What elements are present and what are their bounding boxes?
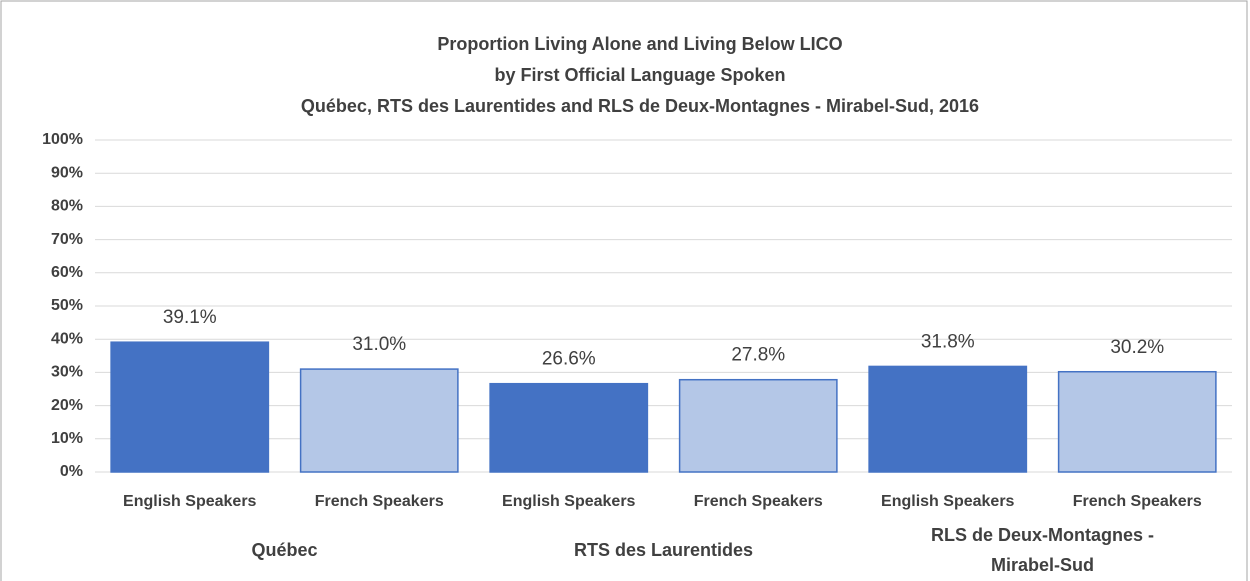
chart-title: by First Official Language Spoken [494, 65, 785, 85]
data-label: 26.6% [542, 349, 596, 370]
x-tick-label: English Speakers [502, 493, 635, 510]
y-tick-label: 20% [51, 397, 83, 414]
group-label: RLS de Deux-Montagnes - Mirabel-Sud [930, 525, 1154, 575]
y-tick-label: 10% [51, 430, 83, 447]
bar [1057, 370, 1217, 473]
y-tick-label: 40% [51, 330, 83, 347]
y-tick-label: 90% [51, 164, 83, 181]
chart-title: Québec, RTS des Laurentides and RLS de D… [301, 96, 979, 116]
bar [678, 378, 838, 473]
x-tick-label: English Speakers [881, 493, 1014, 510]
data-label: 31.8% [921, 331, 975, 352]
bar [489, 382, 649, 473]
chart-title: Proportion Living Alone and Living Below… [437, 34, 842, 54]
group-label: Québec [251, 540, 318, 560]
y-tick-label: 80% [51, 198, 83, 215]
x-tick-label: French Speakers [315, 493, 444, 510]
bar [868, 365, 1028, 473]
data-label: 39.1% [163, 307, 217, 328]
x-tick-label: English Speakers [123, 493, 256, 510]
data-label: 27.8% [731, 345, 785, 366]
y-tick-label: 30% [51, 364, 83, 381]
y-tick-label: 60% [51, 264, 83, 281]
x-tick-label: French Speakers [1073, 493, 1202, 510]
data-label: 30.2% [1110, 337, 1164, 358]
group-label: RTS des Laurentides [573, 540, 754, 560]
data-label: 31.0% [352, 334, 406, 355]
bar [299, 368, 459, 473]
y-tick-label: 70% [51, 231, 83, 248]
y-tick-label: 0% [60, 463, 83, 480]
y-tick-label: 50% [51, 297, 83, 314]
y-tick-label: 100% [42, 131, 83, 148]
bar [110, 341, 270, 473]
x-tick-label: French Speakers [694, 493, 823, 510]
